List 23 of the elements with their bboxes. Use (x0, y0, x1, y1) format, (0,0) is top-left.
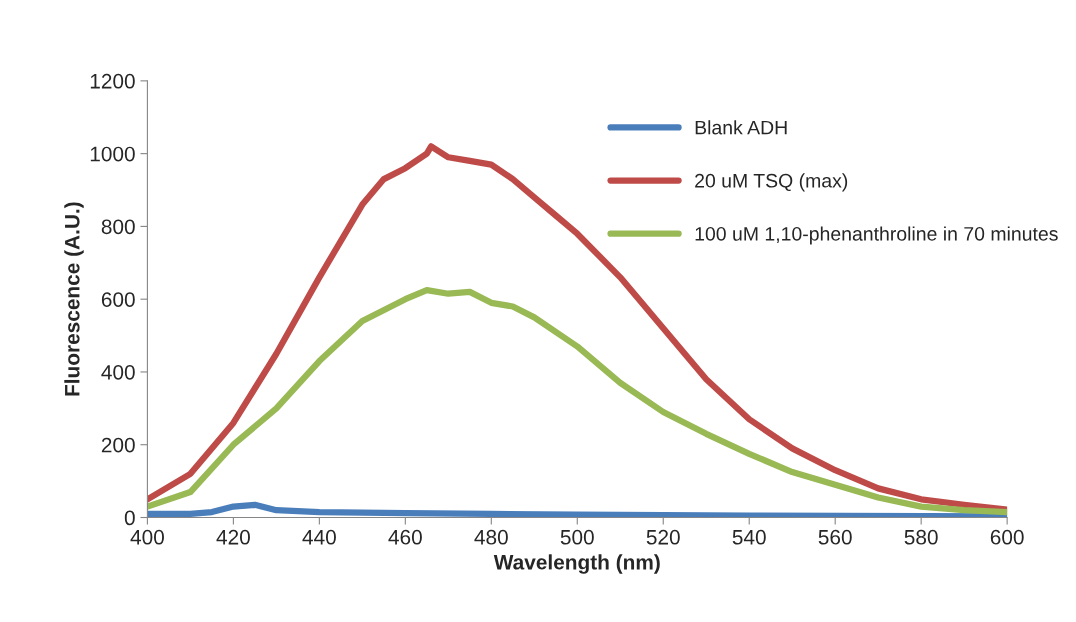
x-tick-label: 420 (216, 529, 250, 545)
legend-label: 20 uM TSQ (max) (695, 173, 848, 192)
x-tick-label: 440 (302, 529, 336, 545)
x-tick-label: 560 (818, 529, 852, 545)
x-tick-label: 520 (646, 529, 680, 545)
x-tick-label: 600 (990, 529, 1024, 545)
y-tick-label: 1000 (90, 146, 135, 162)
x-tick-label: 480 (474, 529, 508, 545)
x-tick-label: 400 (130, 529, 164, 545)
y-axis-title: Fluorescence (A.U.) (64, 202, 84, 396)
x-tick-label: 500 (560, 529, 594, 545)
y-tick-label: 200 (101, 437, 135, 453)
x-tick-label: 540 (732, 529, 766, 545)
y-tick-label: 0 (124, 510, 135, 526)
legend-label: 100 uM 1,10-phenanthroline in 70 minutes (695, 226, 1058, 245)
y-tick-label: 1200 (90, 73, 135, 89)
y-tick-label: 800 (101, 219, 135, 235)
legend-label: Blank ADH (695, 120, 787, 135)
y-tick-label: 400 (101, 364, 135, 380)
x-tick-label: 580 (904, 529, 938, 545)
x-axis-title: Wavelength (nm) (493, 554, 660, 574)
x-tick-label: 460 (388, 529, 422, 545)
y-tick-label: 600 (101, 292, 135, 307)
